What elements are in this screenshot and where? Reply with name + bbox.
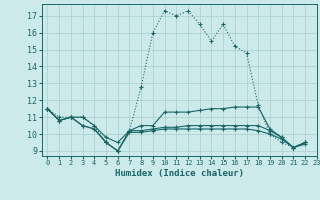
X-axis label: Humidex (Indice chaleur): Humidex (Indice chaleur) — [115, 169, 244, 178]
